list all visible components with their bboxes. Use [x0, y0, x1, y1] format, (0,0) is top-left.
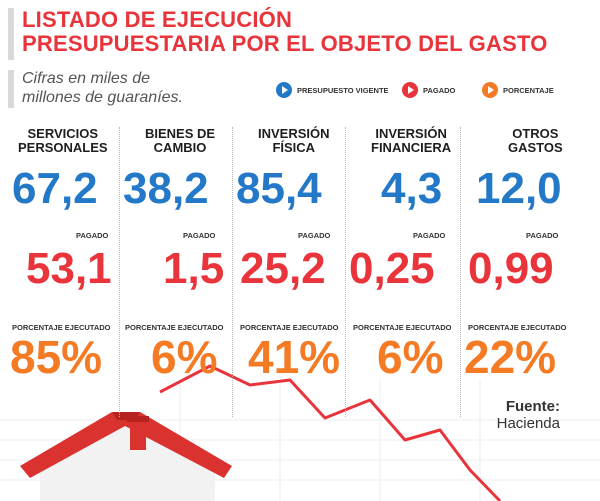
subtitle: Cifras en miles de millones de guaraníes… [22, 69, 183, 107]
budget-value: 85,4 [236, 164, 322, 213]
legend-paid: PAGADO [402, 82, 455, 98]
category-name-line-1: SERVICIOS [27, 126, 99, 141]
budget-value: 12,0 [476, 164, 562, 213]
percent-label: PORCENTAJE EJECUTADO [468, 323, 567, 332]
legend-percent: PORCENTAJE [482, 82, 554, 98]
column-separator [460, 127, 461, 417]
category-name-line-1: INVERSIÓN [258, 126, 330, 141]
category-name-line-1: BIENES DE [145, 126, 216, 141]
category-name-line-2: GASTOS [508, 140, 563, 155]
legend-paid-label: PAGADO [423, 85, 456, 95]
category-otros-gastos: OTROS GASTOS 12,0 PAGADO 0,99 PORCENTAJE… [462, 127, 574, 417]
percent-label: PORCENTAJE EJECUTADO [125, 323, 224, 332]
source-name: Hacienda [496, 415, 560, 432]
paid-label: PAGADO [183, 231, 216, 240]
subtitle-line-1: Cifras en miles de [22, 70, 151, 87]
percent-value: 22% [464, 331, 557, 383]
paid-value: 25,2 [240, 244, 326, 293]
legend-budget-label: PRESUPUESTO VIGENTE [297, 85, 389, 95]
category-name-line-2: CAMBIO [153, 140, 207, 155]
column-separator [119, 127, 120, 417]
paid-value: 53,1 [26, 244, 112, 293]
category-servicios-personales: SERVICIOS PERSONALES 67,2 PAGADO 53,1 PO… [6, 127, 118, 417]
percent-value: 6% [151, 331, 218, 383]
downtrend-line [159, 364, 502, 501]
percent-label: PORCENTAJE EJECUTADO [353, 323, 452, 332]
category-inversion-fisica: INVERSIÓN FÍSICA 85,4 PAGADO 25,2 PORCEN… [234, 127, 346, 417]
legend-budget: PRESUPUESTO VIGENTE [276, 82, 389, 98]
category-name: OTROS GASTOS [508, 127, 563, 155]
category-name-line-2: FINANCIERA [371, 140, 452, 155]
source-credit: Fuente: Hacienda [497, 398, 560, 432]
house-icon [20, 412, 232, 501]
category-name-line-2: PERSONALES [18, 140, 108, 155]
title-line-1: LISTADO DE EJECUCIÓN [22, 7, 293, 32]
category-name: SERVICIOS PERSONALES [18, 127, 108, 155]
legend-percent-label: PORCENTAJE [503, 85, 554, 95]
category-bienes-de-cambio: BIENES DE CAMBIO 38,2 PAGADO 1,5 PORCENT… [121, 127, 233, 417]
subtitle-accent-bar [8, 70, 14, 108]
column-separator [232, 127, 233, 417]
column-separator [345, 127, 346, 417]
category-name-line-1: INVERSIÓN [375, 126, 447, 141]
budget-value: 38,2 [123, 164, 209, 213]
percent-value: 41% [248, 331, 341, 383]
paid-label: PAGADO [413, 231, 446, 240]
source-title: Fuente: [505, 398, 560, 415]
category-name-line-2: FÍSICA [272, 140, 316, 155]
paid-value: 1,5 [163, 244, 225, 293]
paid-value: 0,99 [468, 244, 554, 293]
subtitle-line-2: millones de guaraníes. [22, 89, 183, 106]
category-name: BIENES DE CAMBIO [145, 127, 215, 155]
category-inversion-financiera: INVERSIÓN FINANCIERA 4,3 PAGADO 0,25 POR… [347, 127, 459, 417]
title-line-2: PRESUPUESTARIA POR EL OBJETO DEL GASTO [22, 31, 548, 56]
category-name-line-1: OTROS [512, 126, 559, 141]
paid-label: PAGADO [298, 231, 331, 240]
percent-label: PORCENTAJE EJECUTADO [240, 323, 339, 332]
play-icon [276, 82, 292, 98]
play-icon [482, 82, 498, 98]
percent-value: 6% [377, 331, 444, 383]
paid-label: PAGADO [526, 231, 559, 240]
page-title: LISTADO DE EJECUCIÓN PRESUPUESTARIA POR … [22, 8, 548, 56]
title-accent-bar [8, 8, 14, 60]
paid-label: PAGADO [76, 231, 109, 240]
budget-value: 67,2 [12, 164, 98, 213]
budget-value: 4,3 [381, 164, 443, 213]
paid-value: 0,25 [349, 244, 435, 293]
category-name: INVERSIÓN FÍSICA [258, 127, 330, 155]
percent-label: PORCENTAJE EJECUTADO [12, 323, 111, 332]
category-name: INVERSIÓN FINANCIERA [371, 127, 451, 155]
percent-value: 85% [10, 331, 103, 383]
play-icon [402, 82, 418, 98]
